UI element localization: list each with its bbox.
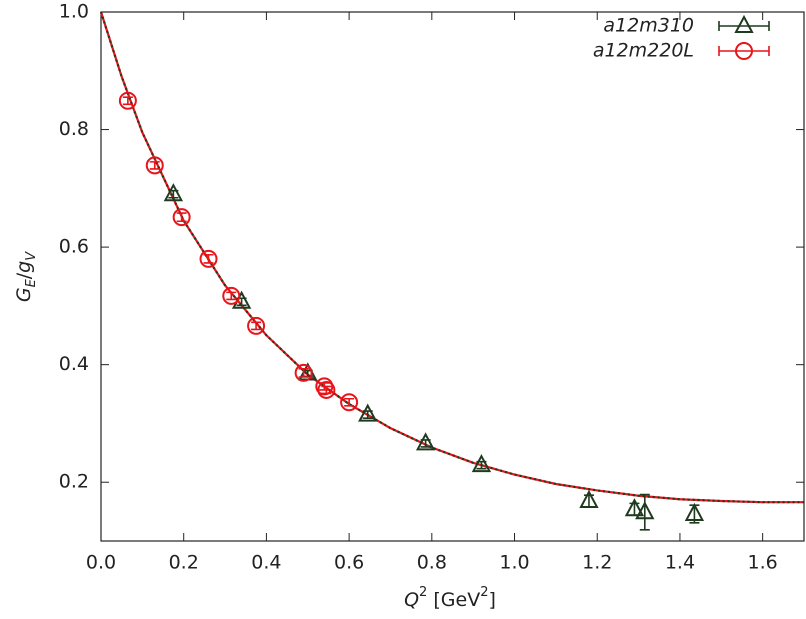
label-part: 2: [480, 585, 488, 600]
label-part: E: [24, 278, 39, 287]
marker-triangle: [415, 432, 436, 451]
x-tick-label: 1.6: [748, 552, 778, 574]
marker-circle: [199, 249, 218, 268]
marker-circle: [294, 363, 313, 382]
y-axis-label: GE/gV: [13, 251, 40, 302]
label-part: G: [13, 287, 35, 302]
marker-triangle: [163, 183, 184, 202]
marker-circle: [315, 377, 334, 396]
marker-circle: [317, 380, 336, 399]
x-tick-label: 1.0: [499, 552, 529, 574]
x-tick-label: 1.2: [582, 552, 612, 574]
x-tick-label: 0.0: [86, 552, 116, 574]
marker-triangle: [358, 403, 378, 422]
y-tick-label: 0.6: [59, 236, 89, 258]
plot-frame: [100, 11, 805, 542]
y-tick-label: 0.8: [59, 118, 89, 140]
marker-circle: [247, 316, 266, 335]
legend-label: a12m220L: [593, 40, 694, 62]
error-bar: [122, 96, 133, 106]
label-part: [GeV: [427, 589, 480, 611]
error-bar: [639, 493, 650, 531]
error-bar: [149, 161, 160, 170]
error-bar: [298, 367, 309, 378]
label-part: V: [24, 251, 39, 261]
error-bar: [203, 253, 214, 264]
error-bar: [226, 291, 237, 301]
marker-triangle: [579, 489, 599, 509]
x-tick-label: 1.4: [665, 552, 695, 574]
marker-circle: [145, 156, 164, 175]
legend-line: [718, 21, 770, 31]
y-tick-label: 0.2: [59, 471, 89, 493]
x-tick-label: 0.2: [169, 552, 199, 574]
x-tick-label: 0.4: [251, 552, 281, 574]
legend-label: a12m310: [603, 15, 694, 37]
x-tick-label: 0.8: [417, 552, 447, 574]
legend-marker: [734, 14, 754, 33]
error-bar: [176, 212, 187, 223]
error-bar: [251, 321, 262, 331]
x-tick-label: 0.6: [334, 552, 364, 574]
marker-triangle: [624, 498, 645, 517]
y-tick-label: 1.0: [59, 1, 89, 23]
marker-triangle: [471, 454, 492, 473]
marker-triangle: [684, 502, 705, 521]
y-tick-label: 0.4: [59, 353, 89, 375]
marker-circle: [172, 208, 191, 227]
marker-circle: [340, 393, 359, 412]
error-bar: [344, 397, 355, 407]
marker-circle: [118, 91, 137, 110]
x-axis-label: Q2 [GeV2]: [404, 585, 496, 611]
legend-line: [718, 46, 770, 56]
legend-marker: [735, 42, 753, 60]
marker-circle: [222, 286, 241, 305]
label-part: 2: [419, 585, 427, 600]
label-part: g: [13, 261, 35, 273]
error-bar: [321, 385, 332, 395]
marker-triangle: [635, 501, 655, 520]
label-part: Q: [404, 589, 419, 611]
label-part: /: [13, 272, 35, 279]
fit-curve: [99, 11, 804, 504]
label-part: ]: [488, 589, 495, 611]
